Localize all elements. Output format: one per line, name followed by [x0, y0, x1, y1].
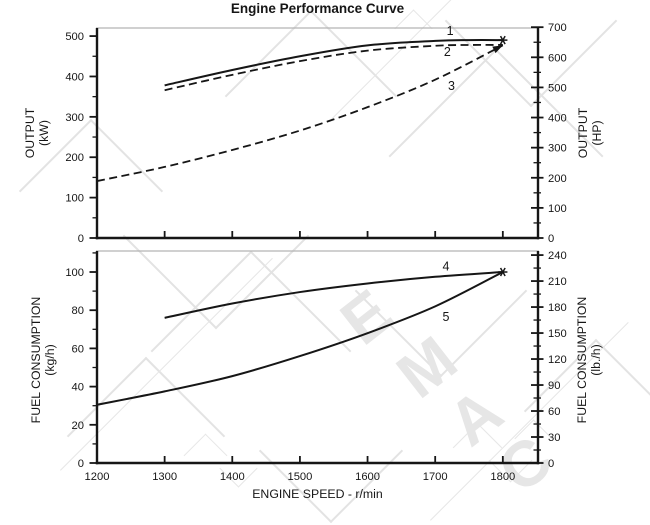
asterisk-marker: [498, 35, 508, 45]
svg-text:200: 200: [548, 173, 567, 185]
arrowhead: [492, 45, 503, 54]
output-panel: 0 100 200 300 400 500 0 100 200 300 400 500 600 700 1 2…: [65, 22, 566, 245]
svg-text:90: 90: [548, 380, 560, 392]
svg-text:40: 40: [72, 382, 84, 394]
svg-text:400: 400: [548, 113, 567, 125]
svg-text:120: 120: [548, 354, 567, 366]
curve-label-4: 4: [443, 259, 450, 273]
chart-title: Engine Performance Curve: [230, 1, 405, 16]
fuel-curve-5: 5: [96, 271, 504, 406]
svg-text:500: 500: [548, 82, 567, 94]
left-axis-ticks: 0 20 40 60 80 100: [65, 252, 97, 470]
svg-text:1700: 1700: [423, 471, 448, 483]
svg-text:700: 700: [548, 22, 567, 34]
svg-text:210: 210: [548, 276, 567, 288]
svg-text:100: 100: [65, 267, 84, 279]
left-axis-ticks: 0 100 200 300 400 500: [65, 31, 97, 245]
svg-text:60: 60: [548, 406, 560, 418]
fuel-curve-4: 4: [164, 259, 508, 319]
svg-text:500: 500: [65, 31, 84, 43]
axis-title-engine-speed: ENGINE SPEED - r/min: [252, 487, 383, 501]
svg-text:30: 30: [548, 432, 560, 444]
right-axis-ticks: 0 100 200 300 400 500 600 700: [531, 22, 567, 245]
curve-label-1: 1: [447, 24, 454, 38]
svg-text:400: 400: [65, 71, 84, 83]
axis-title-fuel-lbh: FUEL CONSUMPTION (lb./h): [575, 296, 603, 424]
svg-text:300: 300: [548, 143, 567, 155]
svg-text:80: 80: [72, 305, 84, 317]
svg-text:0: 0: [548, 233, 554, 245]
svg-text:1400: 1400: [220, 471, 245, 483]
output-curve-3: 3: [96, 44, 504, 182]
svg-text:1600: 1600: [355, 471, 380, 483]
svg-text:600: 600: [548, 52, 567, 64]
axis-title-fuel-kgh: FUEL CONSUMPTION (kg/h): [29, 296, 57, 424]
x-axis-ticks: [163, 231, 504, 238]
svg-text:100: 100: [548, 203, 567, 215]
curve-label-2: 2: [444, 45, 451, 59]
axis-title-output-hp: OUTPUT (HP): [576, 107, 604, 159]
svg-text:300: 300: [65, 112, 84, 124]
svg-text:20: 20: [72, 420, 84, 432]
svg-text:0: 0: [548, 458, 554, 470]
svg-text:180: 180: [548, 302, 567, 314]
curve-label-5: 5: [443, 310, 450, 324]
svg-text:0: 0: [78, 233, 84, 245]
fuel-panel: 0 20 40 60 80 100 0 30 60 90 120 150 180 210 240 1200 13…: [65, 250, 566, 483]
curve-label-3: 3: [448, 79, 455, 93]
output-curve-2: 2: [164, 44, 503, 92]
svg-text:0: 0: [78, 458, 84, 470]
svg-text:1200: 1200: [85, 471, 110, 483]
svg-text:200: 200: [65, 152, 84, 164]
svg-text:1800: 1800: [490, 471, 515, 483]
svg-text:60: 60: [72, 343, 84, 355]
right-axis-ticks: 0 30 60 90 120 150 180 210 240: [531, 250, 567, 470]
x-axis-ticks: 1200 1300 1400 1500 1600 1700 1800: [85, 456, 515, 483]
svg-text:240: 240: [548, 250, 567, 262]
svg-text:150: 150: [548, 328, 567, 340]
svg-text:1500: 1500: [287, 471, 312, 483]
output-curve-1: 1: [164, 24, 508, 87]
svg-text:100: 100: [65, 193, 84, 205]
axis-title-output-kw: OUTPUT (kW): [23, 107, 51, 159]
svg-text:1300: 1300: [152, 471, 177, 483]
